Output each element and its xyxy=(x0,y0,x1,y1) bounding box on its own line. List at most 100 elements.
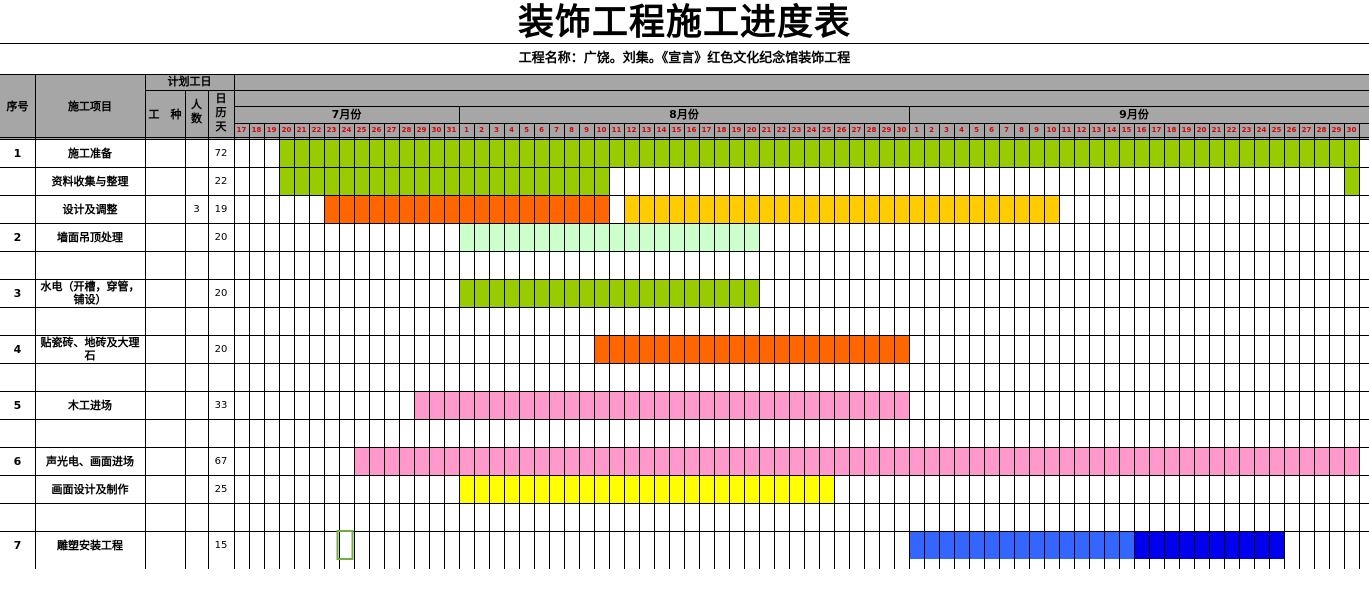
row-item: 声光电、画面进场 xyxy=(46,454,134,468)
day-number: 28 xyxy=(401,126,412,134)
header-planned-days: 计划工日 xyxy=(167,75,212,88)
day-number: 26 xyxy=(371,126,382,134)
row-item xyxy=(39,419,141,447)
day-number: 21 xyxy=(1211,126,1222,134)
day-number: 2 xyxy=(479,126,484,134)
day-number: 13 xyxy=(641,126,652,134)
row-days: 67 xyxy=(214,455,228,467)
row-item: 设计及调整 xyxy=(62,202,118,216)
day-number: 24 xyxy=(806,126,817,134)
day-number: 6 xyxy=(989,126,994,134)
day-number: 25 xyxy=(821,126,832,134)
day-number: 5 xyxy=(524,126,529,134)
row-item xyxy=(39,251,141,279)
day-number: 26 xyxy=(1286,126,1297,134)
day-number: 24 xyxy=(1256,126,1267,134)
month-label: 7月份 xyxy=(331,108,362,121)
day-number: 16 xyxy=(686,126,697,134)
row-people xyxy=(185,531,208,559)
row-item: 施工准备 xyxy=(68,146,112,160)
row-seq: 5 xyxy=(13,398,22,412)
day-number: 12 xyxy=(626,126,637,134)
row-days xyxy=(208,503,234,531)
day-number: 4 xyxy=(959,126,964,134)
day-number: 1 xyxy=(464,126,469,134)
day-number: 30 xyxy=(896,126,907,134)
day-number: 25 xyxy=(356,126,367,134)
day-number: 16 xyxy=(1136,126,1147,134)
day-number: 21 xyxy=(296,126,307,134)
day-number: 26 xyxy=(836,126,847,134)
row-people xyxy=(185,503,208,531)
row-seq: 6 xyxy=(13,454,22,468)
row-people xyxy=(185,167,208,195)
day-number: 27 xyxy=(386,126,397,134)
row-seq xyxy=(0,195,35,223)
day-number: 23 xyxy=(1241,126,1252,134)
row-people xyxy=(185,475,208,503)
row-seq: 7 xyxy=(13,538,22,552)
row-days xyxy=(208,363,234,391)
row-item xyxy=(39,307,141,335)
day-number: 23 xyxy=(791,126,802,134)
gantt-bar xyxy=(909,531,1134,559)
row-item: 资料收集与整理 xyxy=(51,174,129,188)
row-seq xyxy=(0,363,35,391)
month-label: 8月份 xyxy=(669,108,699,121)
gantt-bar xyxy=(624,195,1059,223)
gantt-bar xyxy=(414,391,909,419)
day-number: 18 xyxy=(716,126,727,134)
row-days: 19 xyxy=(214,203,228,215)
day-number: 14 xyxy=(1106,126,1117,134)
row-people xyxy=(185,391,208,419)
header-seq: 序号 xyxy=(6,100,29,113)
day-number: 1 xyxy=(914,126,919,134)
day-number: 25 xyxy=(1271,126,1282,134)
day-number: 30 xyxy=(431,126,442,134)
month-label: 9月份 xyxy=(1119,108,1149,121)
day-number: 7 xyxy=(554,126,559,134)
day-number: 18 xyxy=(251,126,262,134)
header-people: 人 数 xyxy=(191,98,202,125)
row-days: 15 xyxy=(214,539,228,551)
row-item: 画面设计及制作 xyxy=(51,482,129,496)
day-number: 20 xyxy=(281,126,292,134)
gantt-bar xyxy=(459,475,834,503)
day-number: 9 xyxy=(1034,126,1039,134)
row-item: 水电（开槽，穿管，铺设） xyxy=(40,280,140,306)
day-number: 17 xyxy=(1151,126,1162,134)
gantt-bar xyxy=(1344,167,1359,195)
day-number: 27 xyxy=(1301,126,1312,134)
row-people xyxy=(185,279,208,307)
day-number: 19 xyxy=(266,126,277,134)
day-number: 31 xyxy=(446,126,457,134)
day-number: 29 xyxy=(1331,126,1342,134)
row-item xyxy=(39,503,141,531)
day-number: 20 xyxy=(1196,126,1207,134)
day-number: 28 xyxy=(866,126,877,134)
day-number: 3 xyxy=(944,126,949,134)
day-number: 29 xyxy=(881,126,892,134)
day-number: 11 xyxy=(1061,126,1072,134)
header-trade: 工 种 xyxy=(148,108,182,121)
header-item: 施工项目 xyxy=(68,100,112,113)
row-item xyxy=(39,363,141,391)
day-number: 5 xyxy=(974,126,979,134)
row-days: 72 xyxy=(214,147,228,159)
row-people xyxy=(185,223,208,251)
row-item: 雕塑安装工程 xyxy=(57,538,123,552)
row-people xyxy=(185,139,208,167)
day-number: 9 xyxy=(584,126,589,134)
day-number: 8 xyxy=(569,126,574,134)
row-seq xyxy=(0,251,35,279)
day-number: 11 xyxy=(611,126,622,134)
day-number: 17 xyxy=(236,126,247,134)
header-calendar-days: 日 历 天 xyxy=(215,92,227,133)
gantt-bar xyxy=(354,447,1359,475)
day-number: 8 xyxy=(1019,126,1024,134)
day-number: 15 xyxy=(1121,126,1132,134)
day-number: 19 xyxy=(1181,126,1192,134)
day-number: 20 xyxy=(746,126,757,134)
